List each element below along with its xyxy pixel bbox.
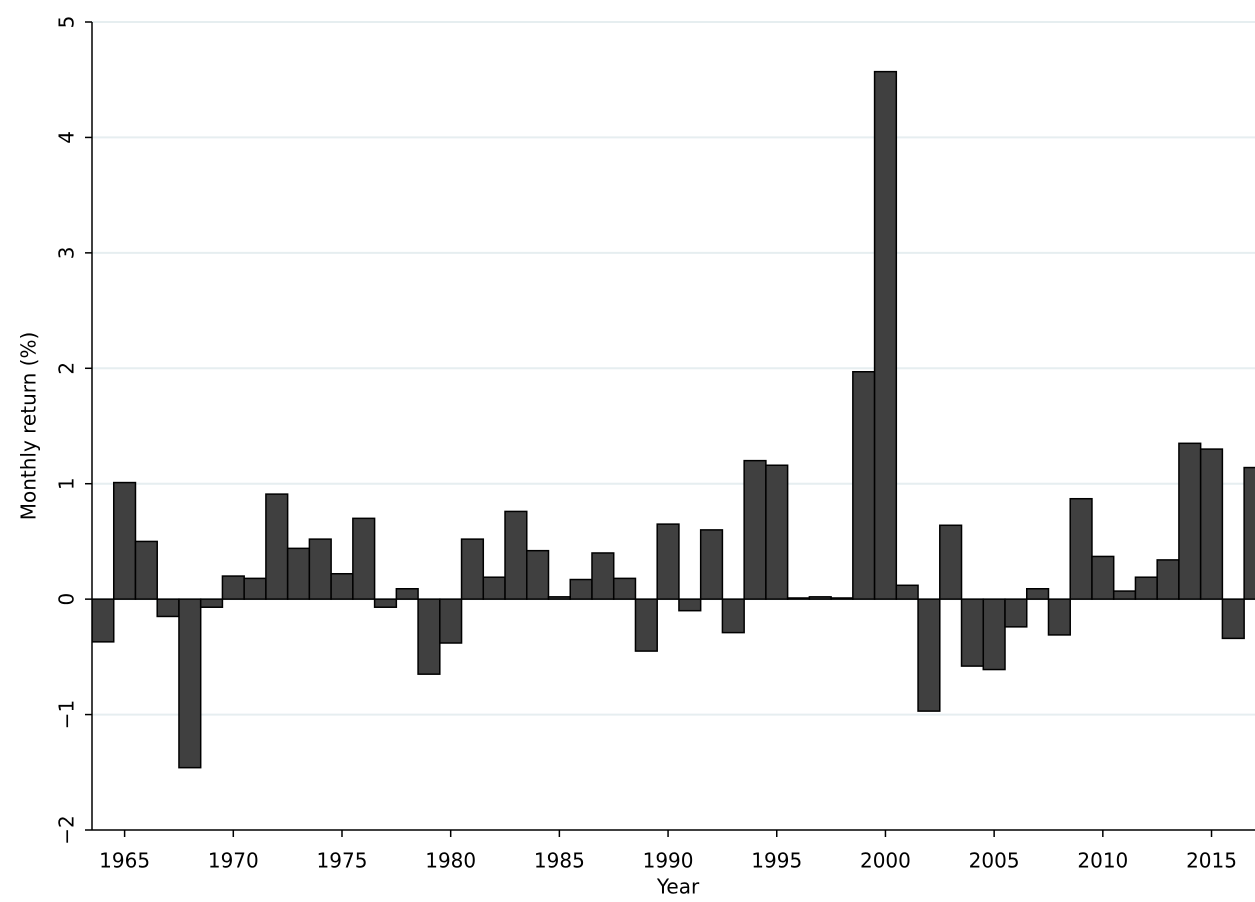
bar (1025, 588, 1050, 600)
bar (199, 598, 224, 608)
bar (786, 597, 811, 600)
bar (895, 584, 919, 600)
bar (156, 598, 180, 618)
bar (1221, 598, 1245, 640)
bar (286, 547, 311, 600)
bar (743, 459, 767, 600)
bar (221, 575, 245, 600)
bar (830, 597, 854, 600)
x-tick-label: 1985 (534, 849, 585, 873)
y-tick-label: 1 (55, 477, 79, 490)
y-axis-label: Monthly return (%) (17, 332, 41, 521)
bar (1243, 466, 1255, 600)
bar (1112, 590, 1137, 600)
bar (1004, 598, 1028, 628)
x-tick-label: 2015 (1186, 849, 1237, 873)
bar (1199, 448, 1224, 600)
bar (1156, 559, 1180, 600)
bar (417, 598, 441, 675)
bar (960, 598, 985, 667)
bar (1178, 442, 1202, 600)
x-tick-label: 1975 (317, 849, 368, 873)
bar (1091, 555, 1115, 600)
bar (373, 598, 398, 608)
bar (656, 523, 680, 600)
bar (460, 538, 485, 600)
x-tick-label: 1965 (99, 849, 150, 873)
y-tick-label: 3 (55, 246, 79, 259)
bar (308, 538, 332, 600)
x-tick-label: 2005 (969, 849, 1020, 873)
bar (765, 464, 789, 600)
y-tick-label: 0 (55, 593, 79, 606)
bar (134, 540, 158, 600)
x-tick-label: 1990 (643, 849, 694, 873)
bar (917, 598, 941, 712)
x-tick-label: 1995 (751, 849, 802, 873)
y-tick-label: 2 (55, 362, 79, 375)
y-tick-label: 4 (55, 131, 79, 144)
x-axis-label: Year (656, 875, 700, 899)
y-tick-label: −1 (55, 700, 79, 729)
bar (678, 598, 702, 612)
bar (482, 576, 506, 600)
bar (612, 577, 637, 600)
bar (1047, 598, 1071, 636)
bar (873, 70, 898, 600)
bar (852, 370, 876, 600)
bar (939, 524, 963, 600)
bar (721, 598, 745, 634)
x-tick-label: 2000 (860, 849, 911, 873)
bar (569, 578, 593, 600)
bar (1134, 576, 1158, 600)
bar (439, 598, 463, 644)
bar (982, 598, 1006, 671)
bar (265, 493, 289, 600)
bar (352, 517, 376, 600)
y-tick-label: −2 (55, 815, 79, 844)
bar (699, 529, 724, 600)
x-tick-label: 2010 (1077, 849, 1128, 873)
bar (547, 596, 571, 600)
x-tick-label: 1980 (425, 849, 476, 873)
bars (92, 70, 1255, 769)
bar (1069, 497, 1093, 600)
y-tick-label: 5 (55, 16, 79, 29)
bar (92, 598, 115, 643)
bar (808, 596, 832, 600)
bar (243, 577, 267, 600)
bar (504, 510, 528, 600)
axes: −2 −1 0 1 2 3 4 5 1965 1970 1975 1980 1985 1990 1995 20… (55, 16, 1255, 873)
bar (526, 549, 550, 600)
bar (591, 552, 615, 600)
bar (395, 588, 419, 600)
bar (634, 598, 658, 652)
grid (92, 21, 1255, 716)
bar (178, 598, 202, 769)
bar (112, 481, 137, 600)
bar (330, 572, 354, 600)
x-tick-label: 1970 (208, 849, 259, 873)
